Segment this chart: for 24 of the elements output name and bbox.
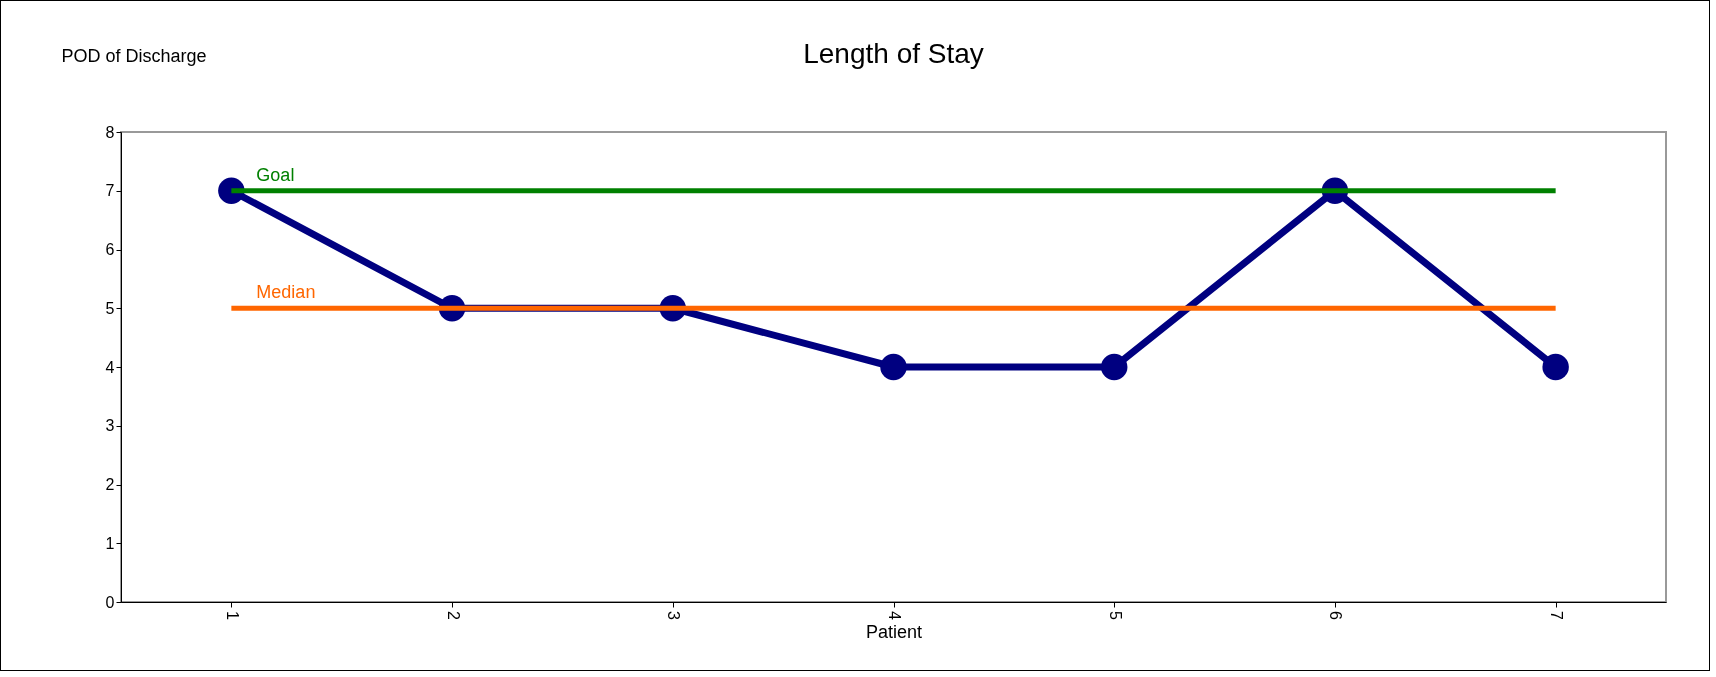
x-tick-label: 1 [223,611,241,621]
y-tick-label: 8 [105,123,115,141]
y-tick-label: 0 [105,593,115,611]
ref-line-label: Median [256,282,316,303]
x-axis-title: Patient [865,621,923,642]
y-tick-label: 4 [105,358,115,376]
x-tick-label: 5 [1106,611,1124,621]
y-tick-label: 2 [105,476,115,493]
point [880,353,907,381]
chart-title: Length of Stay [803,38,984,69]
y-tick-label: 5 [105,299,115,317]
y-tick-label: 3 [105,417,115,435]
y-axis-title: POD of Discharge [61,45,207,66]
y-tick-label: 7 [105,182,115,200]
x-tick-label: 3 [665,611,683,621]
x-tick-label: 4 [886,611,903,621]
x-tick-label: 6 [1327,611,1345,621]
y-tick-label: 1 [105,534,115,552]
y-tick-label: 6 [105,241,115,258]
ref-line-label: Goal [256,164,295,185]
point [1542,353,1569,381]
point [1100,353,1128,381]
x-tick-label: 2 [444,611,462,621]
x-tick-label: 7 [1548,611,1566,621]
